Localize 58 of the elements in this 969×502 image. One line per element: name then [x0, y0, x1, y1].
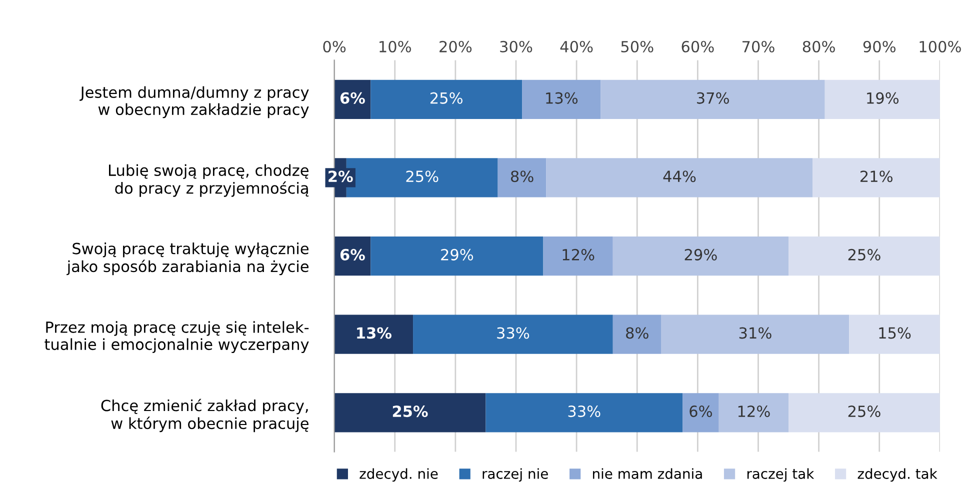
- data-label: 25%: [392, 406, 428, 418]
- legend-label: zdecyd. nie: [360, 468, 438, 482]
- y-tick-label: Lubię swoją pracę, chodzę do pracy z przyjemnością: [109, 164, 309, 197]
- x-tick-label: 100%: [920, 40, 961, 52]
- data-label: 6%: [690, 406, 712, 418]
- x-tick-label: 10%: [380, 40, 412, 52]
- data-label: 6%: [340, 92, 365, 104]
- bar: [370, 80, 522, 119]
- data-label: 8%: [626, 327, 648, 339]
- data-label: 12%: [738, 406, 770, 418]
- data-label: 25%: [406, 170, 438, 182]
- y-tick-label: Przez moją pracę czuję się intelek- tualnie i emocjonalnie wyczerpany: [44, 321, 309, 354]
- data-label: 8%: [510, 170, 534, 182]
- data-label: 25%: [848, 406, 880, 418]
- data-label: 44%: [663, 170, 696, 182]
- bar: [413, 314, 613, 354]
- x-tick-label: 60%: [682, 40, 714, 52]
- data-label: 29%: [684, 248, 717, 260]
- data-label: 2%: [328, 170, 353, 182]
- x-tick-label: 30%: [500, 40, 532, 52]
- data-label: 12%: [562, 248, 594, 260]
- legend-label: zdecyd. tak: [858, 468, 938, 482]
- data-label: 29%: [441, 248, 474, 260]
- legend-label: raczej tak: [747, 468, 814, 482]
- bar: [812, 158, 940, 198]
- x-tick-label: 90%: [863, 40, 896, 52]
- data-label: 25%: [848, 248, 880, 260]
- bar: [486, 393, 683, 432]
- bar: [546, 158, 813, 198]
- x-tick-label: 20%: [440, 40, 472, 52]
- x-tick-label: 70%: [742, 40, 774, 52]
- bar: [661, 314, 850, 354]
- y-tick-label: Chcę zmienić zakład pracy, w którym obecnie pracuję: [101, 398, 308, 432]
- data-label: 13%: [357, 327, 392, 339]
- x-tick-label: 50%: [621, 40, 654, 52]
- data-label: 19%: [867, 92, 899, 104]
- data-label: 25%: [430, 92, 462, 104]
- legend-label: nie mam zdania: [593, 468, 702, 479]
- bar: [600, 80, 825, 119]
- x-tick-label: 40%: [560, 40, 593, 52]
- bar: [612, 236, 789, 276]
- bar: [334, 393, 486, 432]
- y-tick-label: Jestem dumna/dumny z pracy w obecnym zakładzie pracy: [80, 86, 309, 118]
- data-label: 15%: [879, 327, 911, 339]
- bar: [788, 393, 940, 432]
- bar: [788, 236, 940, 276]
- data-label: 37%: [697, 92, 729, 104]
- bar: [370, 236, 544, 276]
- data-label: 13%: [546, 92, 578, 104]
- x-tick-label: 80%: [802, 40, 835, 52]
- y-tick-label: Swoją pracę traktuję wyłącznie jako sposób zarabiania na życie: [66, 242, 308, 276]
- data-label: 6%: [340, 248, 365, 260]
- data-label: 33%: [497, 327, 530, 339]
- data-label: 33%: [568, 406, 600, 418]
- data-label: 21%: [860, 170, 892, 182]
- x-tick-label: 0%: [323, 40, 346, 52]
- legend-label: raczej nie: [482, 468, 548, 482]
- data-label: 31%: [739, 327, 772, 339]
